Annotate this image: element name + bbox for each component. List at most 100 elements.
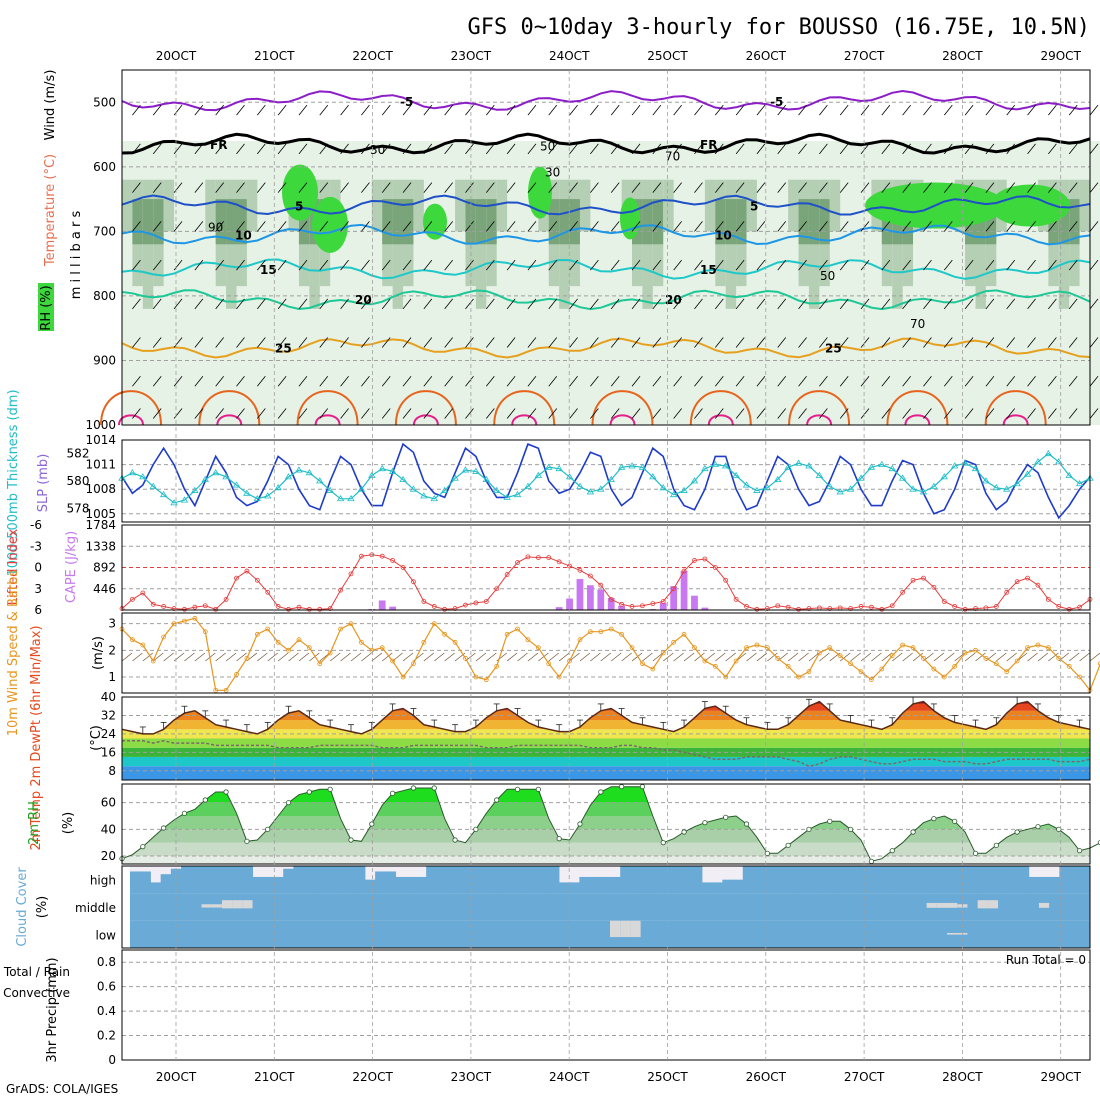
wind10m-barb: [902, 652, 913, 662]
lifted-index-marker: [431, 604, 437, 609]
wind-barb: [860, 337, 870, 348]
wind10m-marker: [983, 655, 989, 661]
wind-barb: [798, 408, 807, 419]
wind-barb: [1089, 376, 1099, 387]
bottom-date-label: 27OCT: [844, 1070, 885, 1084]
wind-barb: [777, 182, 787, 193]
cloud-gap-cell: [211, 904, 223, 908]
rh-band-dark: [642, 199, 654, 245]
wind10m-barb: [558, 652, 570, 662]
wind-barb: [402, 182, 412, 193]
cloud-high-cell: [487, 866, 499, 894]
wind-barb: [590, 259, 599, 271]
wind10m-barb: [600, 652, 612, 662]
wind10m-barb: [662, 652, 674, 662]
lifted-index-marker: [150, 601, 156, 607]
wind10m-marker: [806, 669, 812, 675]
thickness-marker: [180, 496, 189, 503]
isotherm-30-loop: [198, 390, 261, 426]
wind10m-marker: [1035, 642, 1041, 648]
wind10m-label: 10m Wind Speed & Barbs: [6, 570, 21, 737]
thickness-marker: [597, 485, 605, 492]
lifted-index-marker: [702, 556, 708, 562]
wind-barb: [152, 143, 162, 155]
wind-barb: [548, 182, 558, 193]
cloud-high-cell: [334, 866, 345, 894]
rh-band-dark: [132, 199, 144, 245]
lifted-index-marker: [619, 601, 625, 607]
rh-band-dark: [226, 199, 238, 245]
lifted-index-marker: [712, 565, 718, 570]
rh-band-mid: [371, 179, 384, 232]
cloud-cell: [221, 920, 233, 948]
cloud-cell: [1059, 893, 1071, 921]
wind-barb: [465, 182, 474, 193]
precip-tick-label: 0.4: [97, 1004, 116, 1018]
cloud-gap-cell: [232, 900, 243, 909]
wind10m-barb: [642, 652, 653, 662]
lifted-index-marker: [1045, 596, 1051, 602]
cloud-cell: [742, 893, 754, 921]
wind-barb: [423, 104, 433, 116]
wind10m-barb: [225, 652, 237, 662]
wind-barb: [735, 298, 745, 310]
cloud-cell: [752, 920, 764, 948]
rh-marker: [743, 821, 750, 827]
wind-barb: [964, 337, 974, 348]
wind10m-marker: [577, 637, 583, 643]
wind10m-barb: [423, 652, 435, 662]
wind-barb: [610, 337, 620, 348]
wind-barb: [756, 104, 766, 116]
lifted-index-marker: [889, 603, 895, 609]
cloud-cell: [1028, 920, 1040, 948]
wind10m-marker: [1004, 669, 1010, 675]
wind-barb: [423, 259, 433, 271]
wind-barb: [839, 104, 849, 116]
lifted-index-marker: [182, 606, 187, 612]
cloud-high-cell: [324, 866, 335, 894]
wind-barb: [402, 376, 412, 387]
wind10m-marker: [234, 671, 239, 677]
rh-marker: [910, 829, 916, 835]
thickness-marker: [971, 464, 980, 472]
cloud-cell: [599, 920, 611, 948]
cloud-cell: [1018, 893, 1030, 921]
upper-air-frame: [121, 69, 1091, 426]
isotherm-35-loop: [904, 414, 931, 426]
cloud-gap-cell: [620, 920, 631, 938]
rh-band-light: [840, 141, 852, 425]
wind10m-marker: [837, 653, 843, 659]
wind-barb: [1048, 182, 1057, 193]
wind-barb: [839, 376, 849, 387]
isotherm-25: [121, 337, 1091, 359]
run-total-label: Run Total = 0: [1006, 953, 1086, 967]
wind-barb: [1027, 104, 1036, 116]
thickness-marker: [680, 486, 688, 493]
rh-contour-label: 70: [665, 149, 680, 163]
bottom-date-label: 26OCT: [746, 1070, 787, 1084]
rh-marker: [514, 786, 521, 792]
cloud-cell: [415, 920, 427, 948]
wind10m-marker: [608, 626, 614, 632]
cloud-cell: [783, 920, 795, 948]
cloud-high-cell: [364, 879, 376, 894]
cloud-high-cell: [977, 866, 989, 894]
cloud-cell: [528, 893, 540, 921]
wind10m-marker: [640, 661, 645, 667]
cloud-high-cell: [599, 876, 611, 894]
wind-barb: [756, 408, 766, 419]
cloud-high-cell: [630, 866, 642, 894]
cloud-cell: [732, 920, 744, 948]
pressure-tick-label: 500: [93, 95, 116, 109]
wind-barb: [756, 259, 766, 271]
wind10m-marker: [681, 631, 687, 637]
wind-barb: [277, 376, 287, 387]
slp-thickness-frame: [121, 439, 1091, 523]
cloud-cell: [436, 893, 448, 921]
isotherm-label: FR: [700, 138, 717, 152]
wind10m-barb: [621, 652, 632, 662]
wind-barb: [590, 143, 599, 155]
lifted-index-marker: [858, 604, 864, 609]
lifted-index-marker: [993, 604, 999, 609]
wind-barb: [423, 182, 433, 193]
